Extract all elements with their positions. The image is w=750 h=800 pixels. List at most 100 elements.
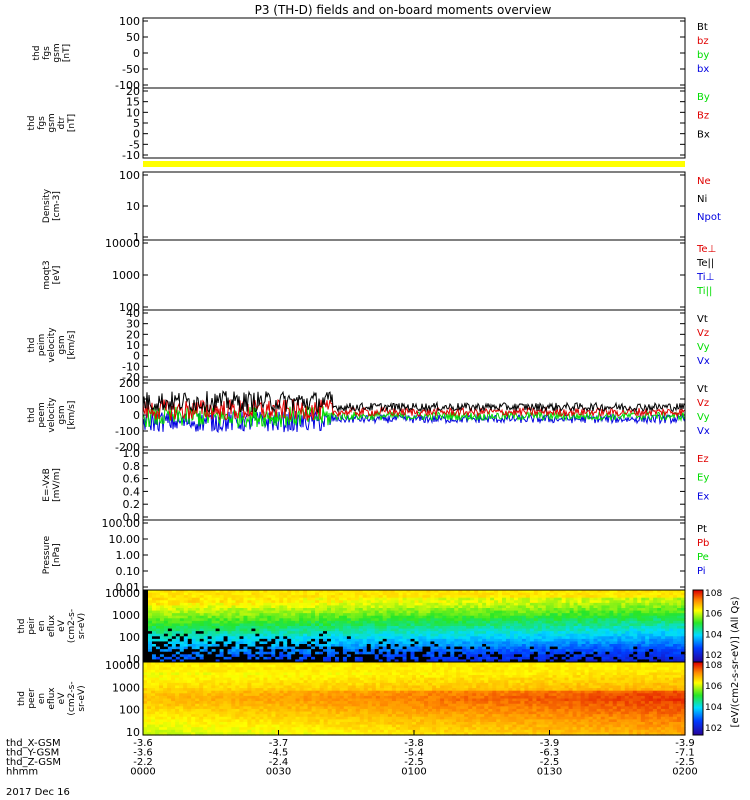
spec-cell [275, 669, 281, 674]
spec-cell [155, 719, 160, 723]
spec-cell [327, 605, 332, 609]
spec-cell [203, 719, 208, 723]
spec-cell [521, 618, 527, 622]
spec-cell [557, 633, 563, 637]
spec-cell [203, 602, 209, 607]
spec-cell [625, 605, 630, 609]
spec-cell [267, 659, 272, 663]
spec-cell [295, 626, 300, 630]
spec-cell [422, 620, 428, 625]
spec-cell [350, 605, 356, 609]
spec-cell [235, 602, 241, 607]
spec-cell [163, 669, 168, 674]
spec-cell [513, 656, 519, 661]
spec-cell [179, 708, 184, 713]
spec-cell [323, 602, 328, 607]
spec-cell [553, 638, 559, 643]
spec-cell [163, 729, 168, 733]
spec-cell [175, 651, 181, 655]
spec-cell [151, 682, 156, 687]
spec-cell [223, 708, 228, 713]
spec-cell [633, 595, 638, 599]
spec-cell [569, 659, 575, 663]
spec-cell [295, 636, 300, 640]
spec-cell [418, 602, 424, 607]
spec-cell [319, 600, 324, 604]
spec-cell [251, 605, 256, 609]
spec-cell [195, 698, 200, 702]
spec-cell [151, 613, 157, 617]
spec-cell [629, 618, 634, 622]
spec-cell [147, 732, 152, 736]
spec-cell [362, 620, 368, 625]
spec-cell [287, 600, 292, 604]
spec-cell [295, 602, 300, 607]
spec-cell [669, 654, 674, 658]
spec-cell [215, 669, 220, 674]
spec-cell [259, 595, 264, 599]
spec-cell [171, 638, 177, 643]
spec-cell [362, 610, 368, 614]
spec-cell [577, 638, 583, 643]
spec-cell [458, 590, 463, 594]
spec-cell [637, 659, 642, 663]
spec-cell [255, 610, 260, 614]
spec-cell [645, 602, 650, 607]
spec-cell [315, 644, 320, 648]
spec-cell [187, 732, 192, 736]
spec-cell [537, 608, 543, 612]
spec-cell [267, 610, 272, 614]
spec-cell [613, 638, 618, 643]
spec-cell [239, 708, 244, 713]
spec-cell [183, 615, 189, 619]
spec-cell [362, 605, 368, 609]
spec-cell [593, 602, 599, 607]
spec-cell [211, 667, 216, 671]
spec-cell [151, 680, 156, 684]
spec-cell [681, 605, 686, 609]
spec-cell [410, 605, 416, 609]
spec-cell [211, 646, 217, 650]
spec-cell [641, 615, 646, 619]
spec-cell [430, 641, 435, 645]
y-tick-label: 200 [119, 377, 140, 390]
spec-cell [275, 628, 280, 632]
spec-cell [338, 595, 344, 599]
spec-cell [649, 608, 654, 612]
spec-cell [247, 711, 252, 715]
spec-cell [159, 618, 165, 622]
spec-cell [283, 636, 288, 640]
spec-cell [179, 644, 185, 648]
spec-cell [275, 631, 280, 635]
spec-cell [422, 641, 428, 645]
spec-cell [478, 651, 483, 655]
spec-cell [183, 716, 188, 720]
spec-cell [259, 667, 265, 671]
spec-cell [486, 595, 491, 599]
spec-cell [183, 680, 188, 684]
spec-cell [167, 590, 173, 594]
spec-cell [661, 600, 666, 604]
spec-cell [255, 646, 260, 650]
spec-cell [494, 659, 499, 663]
spec-cell [195, 626, 201, 630]
spec-cell [171, 708, 176, 713]
spec-cell [267, 688, 273, 692]
spec-cell [446, 654, 451, 658]
spec-cell [498, 613, 503, 617]
spec-cell [637, 636, 642, 640]
spec-cell [362, 623, 368, 627]
spec-cell [450, 608, 455, 612]
spec-cell [259, 716, 265, 720]
spec-cell [657, 636, 662, 640]
spec-cell [199, 641, 205, 645]
spec-cell [303, 633, 308, 637]
spec-cell [283, 597, 288, 601]
spec-cell [502, 613, 507, 617]
spec-cell [287, 590, 292, 594]
spec-cell [263, 732, 269, 736]
spec-cell [342, 656, 348, 661]
spec-cell [613, 602, 618, 607]
spec-cell [219, 605, 225, 609]
spec-cell [470, 610, 475, 614]
